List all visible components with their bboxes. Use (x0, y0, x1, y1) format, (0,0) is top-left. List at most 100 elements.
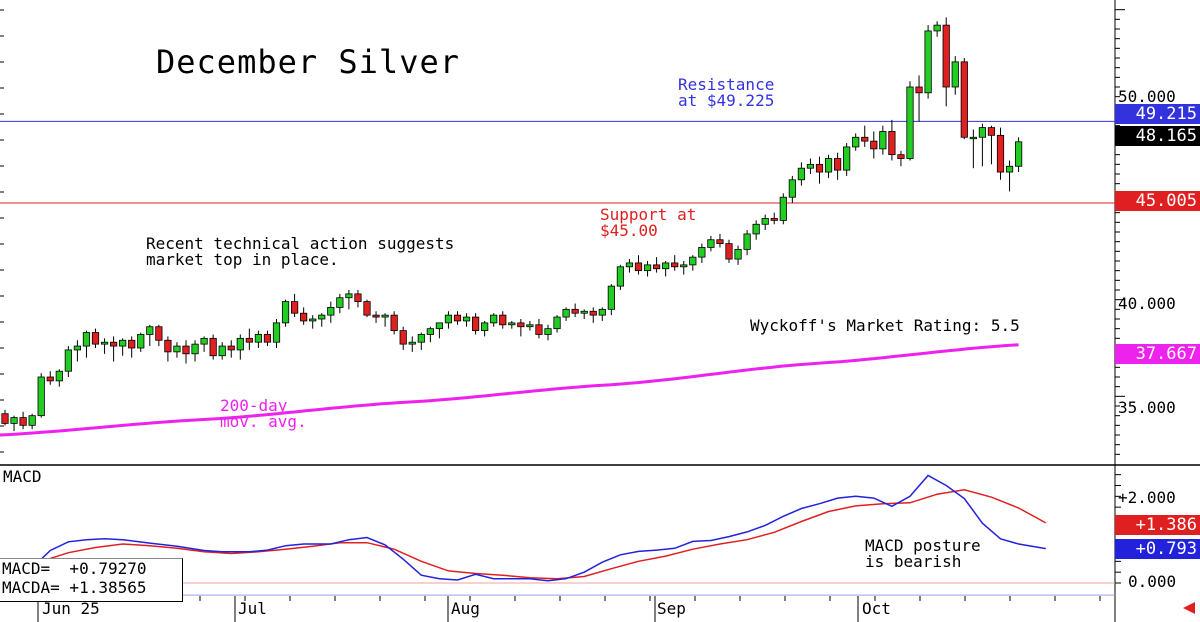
candle-down (155, 326, 163, 341)
candle-up (417, 334, 425, 343)
candle-down (987, 127, 996, 136)
candle-up (146, 326, 154, 335)
candle-up (743, 233, 751, 250)
candle-down (861, 136, 869, 142)
candle-down (128, 339, 136, 349)
candle-up (55, 370, 63, 382)
candle-down (770, 218, 778, 221)
candle-up (236, 337, 244, 351)
candle-up (698, 247, 706, 258)
macd-readout: MACD= +0.79270 MACDA= +1.38565 (0, 558, 183, 602)
candle-down (535, 324, 543, 335)
candle-up (490, 314, 498, 324)
candle-up (824, 158, 833, 173)
candle-down (19, 417, 27, 426)
candle-up (806, 163, 815, 169)
candle-up (462, 316, 471, 322)
candle-up (254, 334, 262, 343)
candle-up (191, 343, 199, 355)
candle-down (996, 134, 1005, 173)
candle-up (82, 332, 91, 347)
candle-down (245, 337, 253, 343)
candle-down (589, 310, 597, 316)
candle-down (263, 334, 272, 343)
candle-up (797, 167, 806, 181)
candle-up (625, 262, 634, 268)
candle-up (10, 417, 18, 424)
candle-up (408, 341, 416, 345)
candle-up (933, 24, 941, 32)
candle-down (182, 345, 190, 355)
candle-down (399, 330, 407, 345)
candle-up (318, 314, 326, 320)
candle-up (336, 297, 344, 308)
candle-down (942, 24, 950, 88)
macd-tag: +0.793 (1115, 539, 1200, 559)
candle-down (915, 86, 923, 94)
support-annotation: Support at $45.00 (600, 205, 697, 240)
candle-up (327, 306, 335, 316)
candle-up (73, 345, 81, 351)
candle-up (28, 415, 36, 426)
candle-down (453, 314, 462, 322)
candle-down (870, 140, 878, 150)
candle-down (960, 61, 968, 138)
candle-up (607, 285, 615, 310)
candle-up (906, 86, 914, 159)
candle-up (788, 179, 796, 198)
candle-down (671, 262, 679, 268)
candle-up (978, 127, 987, 138)
candle-up (100, 341, 109, 345)
macd-tick-2: +2.000 (1118, 488, 1176, 507)
candle-up (508, 322, 516, 326)
macd-title: MACD (3, 467, 42, 486)
candle-up (200, 337, 208, 345)
candle-up (1005, 165, 1014, 173)
month-label-sep: Sep (657, 599, 686, 618)
candle-down (517, 322, 525, 328)
candle-up (761, 218, 769, 225)
scroll-left-arrow-icon[interactable] (1183, 602, 1195, 614)
candle-down (834, 158, 842, 171)
candle-up (562, 308, 570, 318)
candle-down (363, 301, 371, 316)
moving-average-tag: 37.667 (1115, 344, 1200, 364)
candle-down (300, 312, 308, 322)
candle-down (499, 314, 507, 326)
candle-up (345, 293, 353, 299)
moving-average-line (0, 343, 1019, 437)
candle-up (37, 376, 45, 417)
candle-up (616, 266, 625, 287)
market-rating: Wyckoff's Market Rating: 5.5 (750, 316, 1020, 335)
month-label-jul: Jul (238, 599, 267, 618)
candle-up (643, 264, 652, 272)
price-tick-40: 40.000 (1118, 294, 1176, 313)
candle-up (119, 339, 127, 347)
candle-down (110, 341, 118, 347)
candle-down (725, 243, 733, 260)
candle-down (354, 293, 362, 303)
candle-up (309, 318, 317, 322)
candle-up (1015, 141, 1023, 167)
candle-up (843, 146, 851, 171)
candle-up (852, 136, 860, 148)
moving-average-label: 200-day mov. avg. (220, 396, 307, 431)
technical-annotation: Recent technical action suggests market … (146, 234, 455, 269)
candle-down (634, 262, 643, 272)
macd-note: MACD posture is bearish (865, 536, 981, 571)
candle-up (553, 316, 561, 330)
candle-down (164, 339, 172, 353)
candle-down (571, 308, 579, 314)
candle-down (91, 332, 100, 345)
candle-up (381, 314, 389, 318)
candle-up (526, 324, 534, 328)
candle-down (390, 314, 398, 331)
candle-up (481, 322, 489, 332)
macda-readout-value: MACDA= +1.38565 (2, 578, 147, 597)
candle-up (426, 328, 434, 335)
price-tick-50: 50.000 (1118, 87, 1176, 106)
candle-up (281, 301, 290, 324)
candle-down (46, 376, 54, 382)
candle-up (969, 136, 977, 140)
